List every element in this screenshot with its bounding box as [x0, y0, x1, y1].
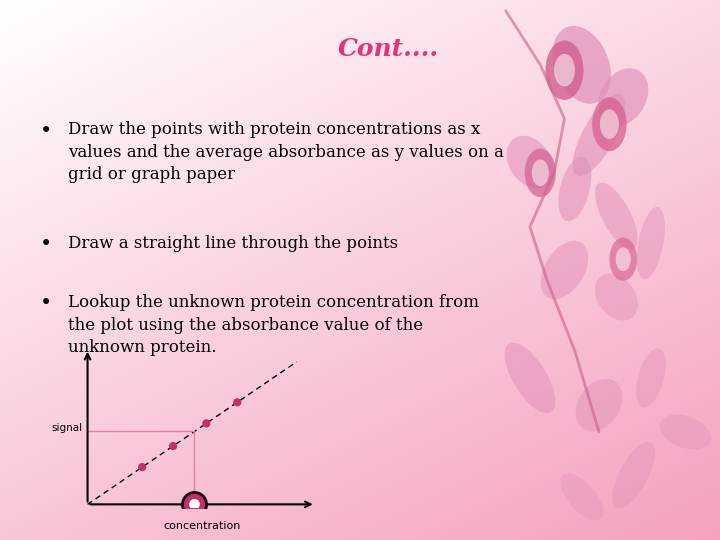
- Point: [167, 442, 179, 450]
- Ellipse shape: [636, 348, 665, 408]
- Ellipse shape: [660, 415, 711, 449]
- Point: [136, 463, 148, 471]
- Point: [231, 398, 243, 407]
- Text: •: •: [40, 235, 52, 254]
- Ellipse shape: [576, 379, 622, 431]
- Text: •: •: [40, 294, 52, 313]
- Circle shape: [616, 247, 631, 271]
- Circle shape: [525, 148, 556, 197]
- Ellipse shape: [552, 26, 611, 104]
- Text: Draw the points with protein concentrations as x
values and the average absorban: Draw the points with protein concentrati…: [68, 122, 504, 183]
- Ellipse shape: [507, 136, 553, 188]
- Text: concentration: concentration: [163, 521, 240, 531]
- Ellipse shape: [560, 473, 603, 521]
- Ellipse shape: [541, 241, 588, 299]
- Point: [201, 419, 212, 428]
- Ellipse shape: [595, 183, 638, 249]
- Circle shape: [554, 54, 575, 86]
- Circle shape: [546, 40, 583, 100]
- Text: signal: signal: [52, 423, 83, 433]
- Text: •: •: [40, 122, 52, 140]
- Circle shape: [600, 109, 619, 139]
- Ellipse shape: [595, 273, 638, 321]
- Text: Lookup the unknown protein concentration from
the plot using the absorbance valu: Lookup the unknown protein concentration…: [68, 294, 480, 356]
- Circle shape: [592, 97, 626, 151]
- Circle shape: [609, 238, 637, 281]
- Point: [189, 500, 200, 509]
- Ellipse shape: [598, 68, 648, 126]
- Point: [189, 500, 200, 509]
- Circle shape: [532, 159, 549, 186]
- Ellipse shape: [636, 207, 665, 279]
- Ellipse shape: [559, 157, 591, 221]
- Ellipse shape: [505, 343, 555, 413]
- Ellipse shape: [572, 94, 626, 176]
- Text: Cont....: Cont....: [338, 37, 439, 60]
- Ellipse shape: [612, 442, 655, 509]
- Text: Draw a straight line through the points: Draw a straight line through the points: [68, 235, 399, 252]
